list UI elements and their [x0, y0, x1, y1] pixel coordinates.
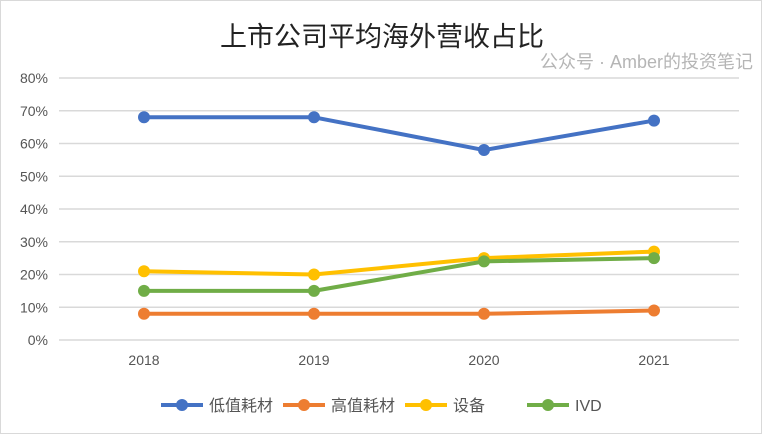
data-point: [478, 144, 490, 157]
legend-marker: [542, 399, 554, 411]
data-point: [648, 114, 660, 127]
data-point: [138, 111, 150, 124]
y-tick-label: 60%: [20, 136, 48, 152]
legend-marker: [420, 399, 432, 411]
data-point: [478, 307, 490, 320]
data-point: [478, 255, 490, 268]
series-line-高值耗材: [144, 308, 655, 316]
series-line-低值耗材: [144, 115, 655, 153]
data-point: [138, 265, 150, 278]
y-tick-label: 70%: [20, 103, 48, 119]
legend-label: 低值耗材: [209, 397, 273, 415]
data-point: [308, 268, 320, 281]
data-point: [308, 307, 320, 320]
x-tick-label: 2019: [298, 352, 329, 368]
watermark: 公众号 · Amber的投资笔记: [539, 52, 753, 72]
data-point: [308, 111, 320, 124]
y-tick-label: 10%: [20, 299, 48, 315]
chart-title: 上市公司平均海外营收占比: [220, 22, 544, 53]
y-tick-label: 20%: [20, 267, 48, 283]
data-point: [138, 307, 150, 320]
data-point: [648, 304, 660, 317]
series-line-IVD: [144, 256, 655, 293]
legend-marker: [176, 399, 188, 411]
data-point: [648, 252, 660, 265]
data-point: [308, 284, 320, 297]
y-tick-label: 50%: [20, 168, 48, 184]
legend-label: 设备: [453, 397, 485, 415]
legend-label: 高值耗材: [331, 397, 395, 415]
series-line-设备: [143, 249, 655, 277]
y-tick-label: 0%: [28, 332, 48, 348]
y-tick-label: 40%: [20, 201, 48, 217]
x-tick-label: 2018: [128, 352, 159, 368]
legend-marker: [298, 399, 310, 411]
x-tick-label: 2021: [638, 352, 669, 368]
x-tick-label: 2020: [468, 352, 499, 368]
y-tick-label: 80%: [20, 70, 48, 86]
data-point: [138, 284, 150, 297]
legend-label: IVD: [575, 398, 602, 415]
y-tick-label: 30%: [20, 234, 48, 250]
